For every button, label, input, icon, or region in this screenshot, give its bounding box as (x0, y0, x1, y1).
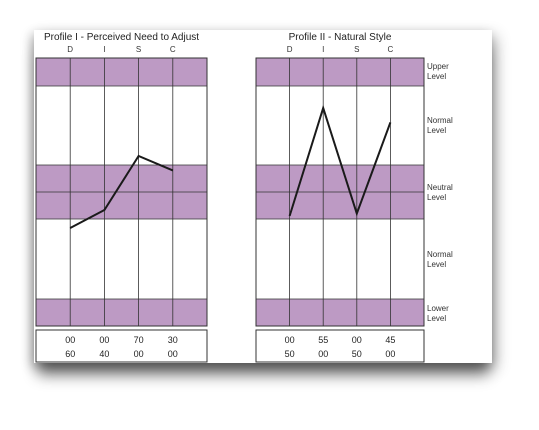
score-bottom-i: 40 (99, 349, 109, 359)
level-label-2-sub: Level (427, 126, 446, 135)
category-label-i: I (322, 45, 324, 54)
level-label-2: Normal (427, 116, 453, 125)
category-label-d: D (67, 45, 73, 54)
level-label-5: Lower (427, 304, 449, 313)
score-top-i: 00 (99, 335, 109, 345)
chart-title: Profile II - Natural Style (289, 32, 392, 43)
level-label-3-sub: Level (427, 193, 446, 202)
profile-panel-1: Profile I - Perceived Need to Adjust D I S C… (35, 32, 208, 363)
disc-profile-charts: Profile I - Perceived Need to Adjust D I S C… (35, 32, 453, 363)
score-bottom-c: 00 (385, 349, 395, 359)
score-box (255, 329, 425, 363)
disc-profile-card: Profile I - Perceived Need to Adjust D I S C… (34, 30, 492, 363)
level-band-1 (256, 58, 424, 86)
score-top-s: 70 (134, 335, 144, 345)
category-label-i: I (103, 45, 105, 54)
score-top-d: 00 (65, 335, 75, 345)
level-band-3 (36, 299, 207, 326)
level-label-1-sub: Level (427, 72, 446, 81)
score-bottom-c: 00 (168, 349, 178, 359)
score-top-c: 45 (385, 335, 395, 345)
profile-panel-2: Profile II - Natural Style D I S C 00 50 55 00 00… (255, 32, 425, 363)
level-label-4-sub: Level (427, 260, 446, 269)
score-top-d: 00 (285, 335, 295, 345)
score-bottom-i: 00 (318, 349, 328, 359)
score-bottom-d: 60 (65, 349, 75, 359)
category-label-d: D (287, 45, 293, 54)
score-box (35, 329, 208, 363)
level-label-1: Upper (427, 62, 449, 71)
score-bottom-s: 50 (352, 349, 362, 359)
level-band-1 (36, 58, 207, 86)
category-label-s: S (136, 45, 141, 54)
score-top-c: 30 (168, 335, 178, 345)
level-label-4: Normal (427, 250, 453, 259)
level-label-3: Neutral (427, 183, 453, 192)
score-bottom-d: 50 (285, 349, 295, 359)
category-label-c: C (388, 45, 394, 54)
chart-title: Profile I - Perceived Need to Adjust (44, 32, 199, 43)
category-label-c: C (170, 45, 176, 54)
category-label-s: S (354, 45, 359, 54)
profile-line (288, 104, 392, 217)
score-top-s: 00 (352, 335, 362, 345)
level-band-3 (256, 299, 424, 326)
profile-line (69, 154, 174, 229)
score-bottom-s: 00 (134, 349, 144, 359)
score-top-i: 55 (318, 335, 328, 345)
level-label-5-sub: Level (427, 314, 446, 323)
